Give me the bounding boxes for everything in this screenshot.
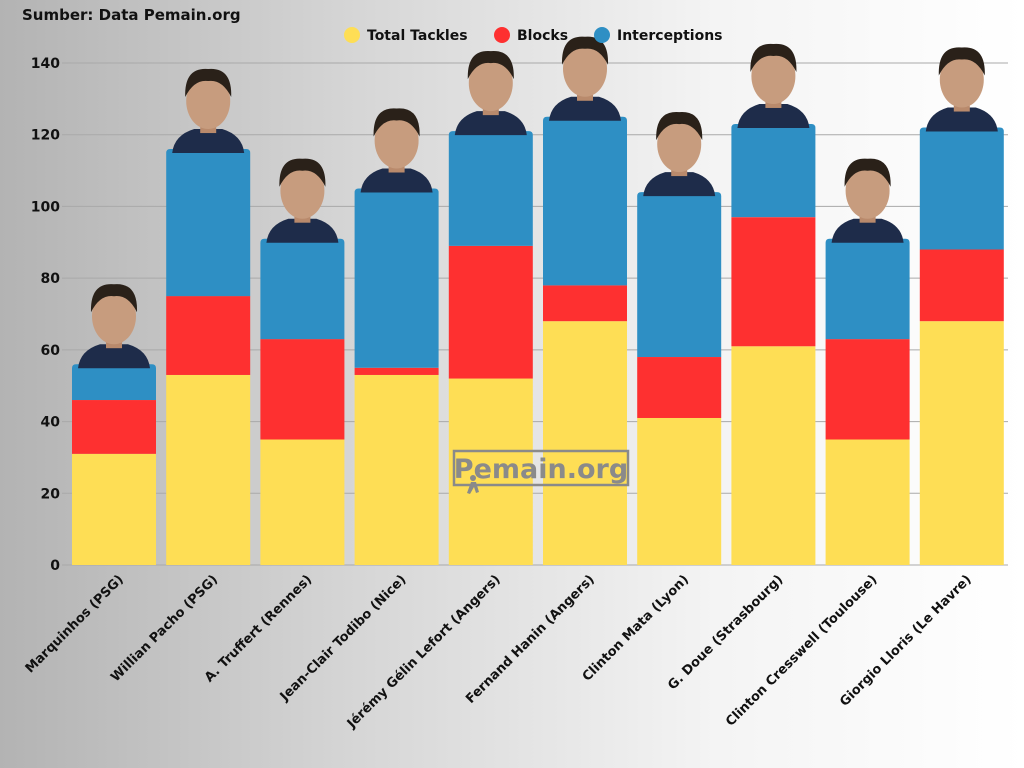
bar-segment-blocks: [543, 285, 627, 322]
player-photos: [78, 36, 998, 369]
x-category-label: Marquinhos (PSG): [23, 572, 127, 676]
player-photo: [737, 43, 810, 128]
bars: [72, 116, 1004, 565]
player-photo: [643, 111, 716, 197]
bar-segment-blocks: [166, 296, 251, 375]
bar-segment-blocks: [448, 245, 533, 379]
player-photo: [925, 47, 998, 132]
bar-segment-total-tackles: [637, 417, 722, 565]
player-photo: [454, 51, 527, 136]
x-category-label: A. Truffert (Rennes): [202, 572, 315, 685]
y-tick-label: 140: [31, 56, 60, 72]
y-tick-label: 40: [41, 415, 61, 431]
legend: Total Tackles Blocks Interceptions: [344, 27, 723, 44]
bar-segment-interceptions: [448, 131, 533, 246]
bar-segment-interceptions: [72, 364, 156, 401]
bar-segment-total-tackles: [825, 439, 910, 565]
source-note: Sumber: Data Pemain.org: [22, 6, 241, 24]
x-category-label: Clinton Cresswell (Toulouse): [723, 572, 880, 729]
watermark-logo: Pemain.org: [452, 449, 630, 494]
bar-segment-blocks: [731, 217, 816, 347]
bar-segment-total-tackles: [166, 374, 251, 565]
bar-segment-interceptions: [543, 116, 627, 286]
bar-segment-total-tackles: [72, 453, 156, 565]
legend-swatch: [594, 27, 610, 43]
y-tick-label: 60: [41, 343, 61, 359]
bar-segment-blocks: [637, 357, 722, 418]
player-icon: [467, 475, 479, 494]
bar-segment-total-tackles: [260, 439, 345, 565]
x-category-label: Willian Pacho (PSG): [108, 572, 221, 685]
y-tick-label: 0: [50, 558, 60, 574]
bar-segment-interceptions: [354, 188, 439, 368]
bar-segment-blocks: [260, 339, 345, 440]
bar-segment-total-tackles: [543, 321, 627, 565]
player-photo: [360, 108, 433, 193]
bar-segment-blocks: [354, 367, 439, 375]
legend-swatch: [494, 27, 510, 43]
player-photo: [831, 158, 904, 243]
bar-segment-interceptions: [260, 238, 345, 340]
watermark-text: Pemain.org: [454, 454, 628, 485]
bar-segment-total-tackles: [354, 374, 439, 565]
player-photo: [549, 36, 621, 121]
x-category-label: Clinton Mata (Lyon): [580, 572, 692, 684]
x-category-label: Jérémy Gélin Lefort (Angers): [344, 572, 504, 732]
bar-segment-interceptions: [166, 149, 251, 297]
legend-label: Total Tackles: [367, 28, 468, 44]
player-photo: [172, 68, 245, 154]
y-tick-label: 100: [31, 199, 60, 215]
bar-segment-total-tackles: [919, 321, 1004, 565]
bar-segment-interceptions: [637, 192, 722, 358]
y-axis-ticks: 0 20 40 60 80 100 120 140: [31, 56, 60, 574]
legend-swatch: [344, 27, 360, 43]
legend-label: Interceptions: [617, 28, 723, 44]
legend-label: Blocks: [517, 28, 568, 44]
y-tick-label: 120: [31, 128, 60, 144]
bar-segment-blocks: [72, 400, 156, 454]
player-photo: [266, 158, 339, 243]
y-tick-label: 20: [41, 486, 61, 502]
bar-segment-interceptions: [919, 127, 1004, 250]
bar-segment-blocks: [825, 339, 910, 440]
y-tick-label: 80: [41, 271, 61, 287]
bar-segment-interceptions: [731, 123, 816, 218]
bar-segment-total-tackles: [448, 378, 533, 565]
x-axis-labels: Marquinhos (PSG)Willian Pacho (PSG)A. Tr…: [23, 572, 975, 732]
bar-segment-blocks: [919, 249, 1004, 322]
bar-segment-total-tackles: [731, 346, 816, 565]
bar-segment-interceptions: [825, 238, 910, 340]
player-photo: [78, 284, 150, 369]
